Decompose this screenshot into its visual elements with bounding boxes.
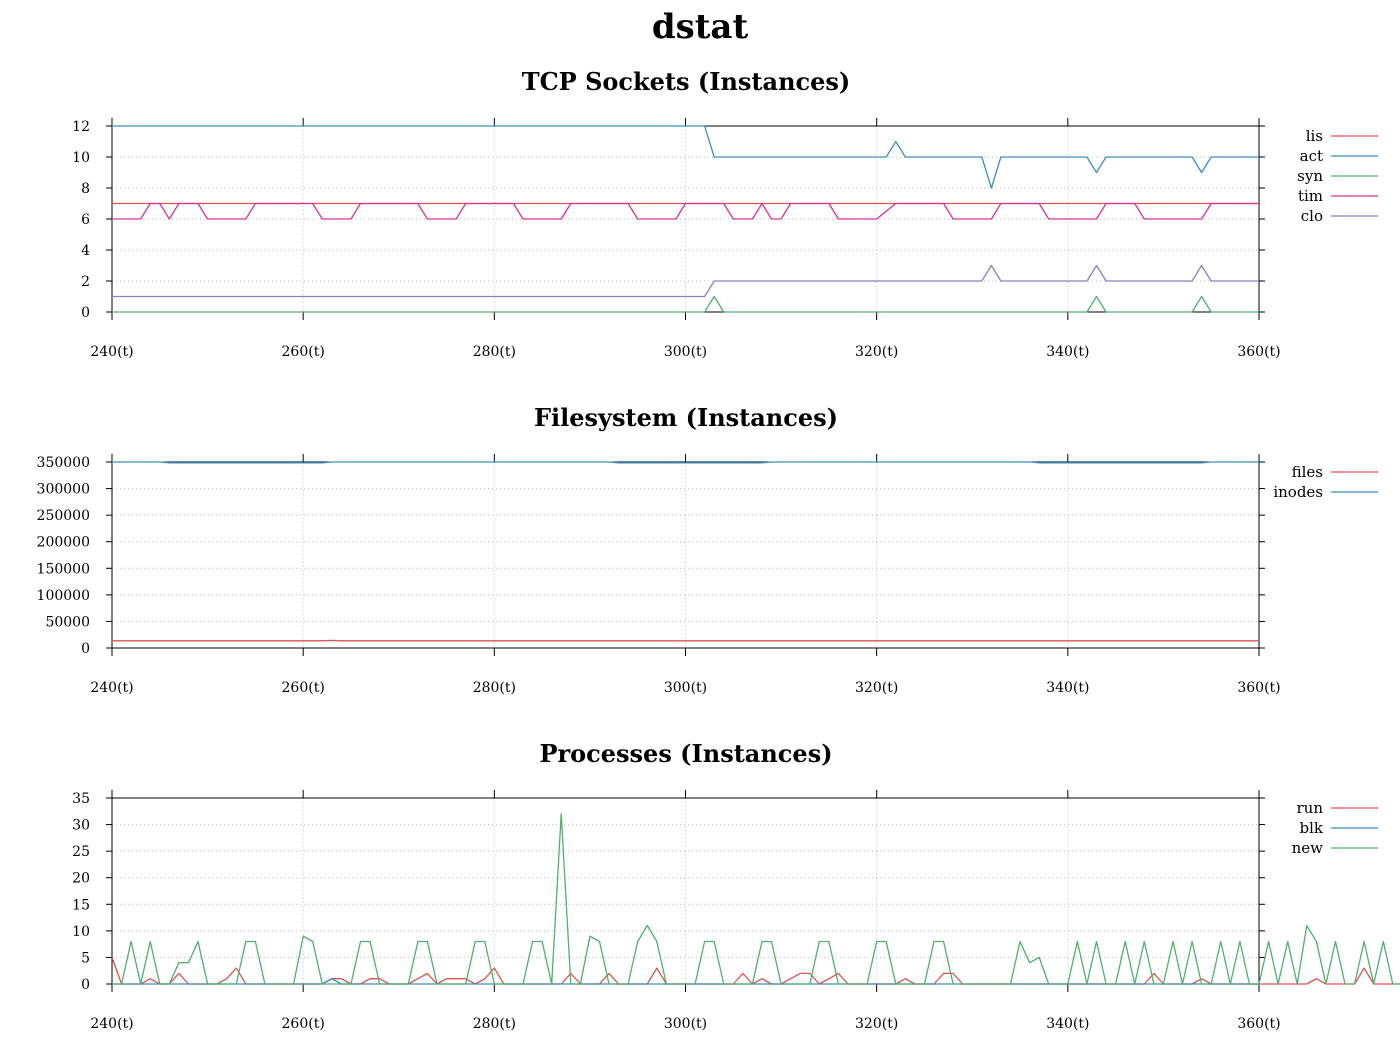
x-tick-label: 280(t) [473,1016,516,1032]
y-tick-label: 4 [81,243,90,259]
y-tick-label: 200000 [37,535,90,551]
y-tick-label: 5 [81,950,90,966]
x-tick-label: 240(t) [90,1016,133,1032]
legend-label-act: act [1300,147,1323,165]
x-tick-label: 360(t) [1237,680,1280,696]
y-tick-label: 10 [72,924,90,940]
legend-label-run: run [1297,799,1324,817]
x-tick-label: 240(t) [90,344,133,360]
y-tick-label: 0 [81,305,90,321]
y-tick-label: 12 [72,119,90,135]
y-tick-label: 50000 [45,614,90,630]
chart-title: Filesystem (Instances) [534,403,838,432]
series-line-tim [112,202,1259,220]
legend-label-clo: clo [1301,207,1323,225]
legend-label-inodes: inodes [1273,483,1323,501]
series-line-inodes [112,461,1259,464]
chart-title: TCP Sockets (Instances) [522,67,851,96]
x-tick-label: 300(t) [664,1016,707,1032]
y-tick-label: 30 [72,818,90,834]
legend-label-files: files [1292,463,1323,481]
x-tick-label: 300(t) [664,680,707,696]
y-tick-label: 0 [81,641,90,657]
x-tick-label: 360(t) [1237,344,1280,360]
y-tick-label: 8 [81,181,90,197]
legend-label-lis: lis [1306,127,1323,145]
legend-label-syn: syn [1297,167,1323,185]
series-line-new [112,813,1400,985]
x-tick-label: 260(t) [282,344,325,360]
x-tick-label: 320(t) [855,680,898,696]
x-tick-label: 240(t) [90,680,133,696]
y-tick-label: 10 [72,150,90,166]
y-tick-label: 0 [81,977,90,993]
x-tick-label: 320(t) [855,344,898,360]
x-tick-label: 340(t) [1046,680,1089,696]
x-tick-label: 360(t) [1237,1016,1280,1032]
legend-label-blk: blk [1300,819,1324,837]
y-tick-label: 35 [72,791,90,807]
tcp-sockets-chart: TCP Sockets (Instances) 0 2 4 6 8 10 12 240(t) 2… [72,67,1378,360]
x-tick-label: 280(t) [473,680,516,696]
x-tick-label: 260(t) [282,1016,325,1032]
legend-label-new: new [1292,839,1324,857]
y-tick-label: 150000 [37,561,90,577]
y-tick-label: 20 [72,871,90,887]
legend-label-tim: tim [1298,187,1323,205]
processes-chart: Processes (Instances) 0 5 10 15 20 25 30 35 240(… [72,739,1400,1032]
y-tick-label: 100000 [37,588,90,604]
x-tick-label: 340(t) [1046,344,1089,360]
y-tick-label: 2 [81,274,90,290]
y-tick-label: 25 [72,844,90,860]
series-line-act [112,125,1259,189]
series-line-syn [112,295,1259,313]
y-tick-label: 300000 [37,482,90,498]
x-tick-label: 340(t) [1046,1016,1089,1032]
filesystem-chart: Filesystem (Instances) 0 50000 100000 15000… [37,403,1378,696]
y-tick-label: 6 [81,212,90,228]
y-tick-label: 250000 [37,508,90,524]
plot-frame [111,461,1260,649]
x-tick-label: 320(t) [855,1016,898,1032]
x-tick-label: 300(t) [664,344,707,360]
y-tick-label: 15 [72,897,90,913]
page-title: dstat [652,7,749,47]
chart-title: Processes (Instances) [539,739,832,768]
series-line-clo [112,264,1259,298]
x-tick-label: 260(t) [282,680,325,696]
x-tick-label: 280(t) [473,344,516,360]
y-tick-label: 350000 [37,455,90,471]
